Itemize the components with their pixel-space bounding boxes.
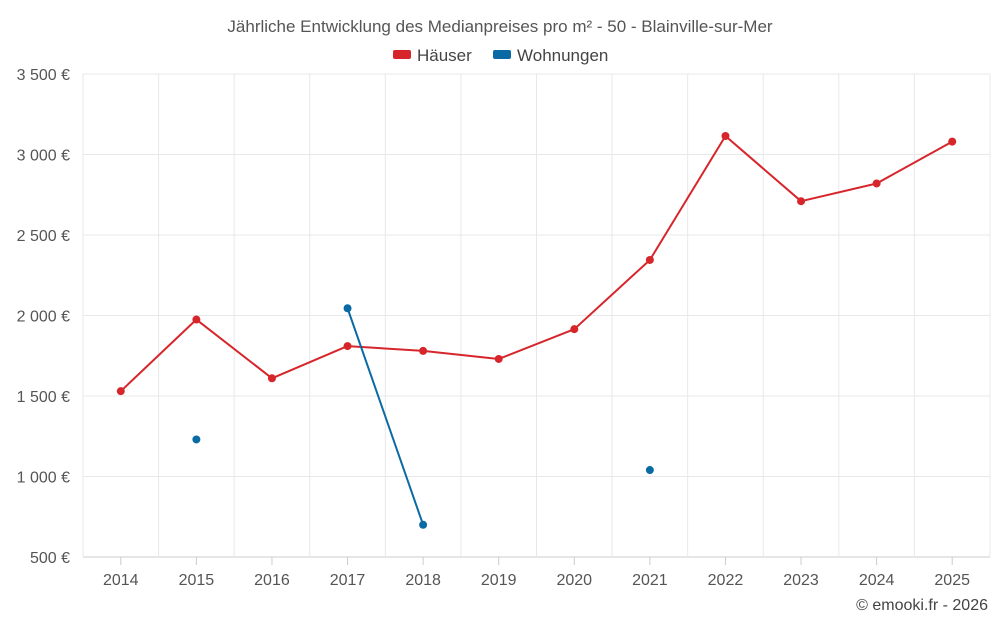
x-tick-label: 2020 <box>556 572 592 589</box>
data-point <box>570 325 579 334</box>
data-point <box>948 137 957 146</box>
legend-label: Häuser <box>417 46 472 65</box>
y-tick-label: 1 500 € <box>17 389 70 406</box>
series-line <box>346 307 425 526</box>
data-point <box>797 197 806 206</box>
x-tick-label: 2015 <box>179 572 215 589</box>
x-tick-label: 2023 <box>783 572 819 589</box>
series-wohnungen <box>192 304 654 529</box>
grid <box>82 73 991 558</box>
data-point <box>872 179 881 188</box>
x-tick-label: 2025 <box>934 572 970 589</box>
data-point <box>116 387 125 396</box>
data-point <box>267 374 276 383</box>
data-point <box>645 255 654 264</box>
x-tick-label: 2014 <box>103 572 139 589</box>
x-axis: 2014 2015 2016 2017 2018 2019 2020 2021 2022 2023… <box>103 557 970 589</box>
x-tick-label: 2021 <box>632 572 668 589</box>
series-group <box>116 131 957 529</box>
x-tick-label: 2019 <box>481 572 517 589</box>
y-tick-label: 2 500 € <box>17 228 70 245</box>
chart-title: Jährliche Entwicklung des Medianpreises … <box>227 17 772 36</box>
series-line <box>120 134 953 392</box>
legend-swatch <box>393 50 411 59</box>
y-axis: 500 € 1 000 € 1 500 € 2 000 € 2 500 € 3 000 €… <box>17 67 70 567</box>
legend-label: Wohnungen <box>517 46 608 65</box>
x-tick-label: 2022 <box>708 572 744 589</box>
x-tick-label: 2017 <box>330 572 366 589</box>
data-point <box>192 435 201 444</box>
x-tick-label: 2016 <box>254 572 290 589</box>
data-point <box>419 346 428 355</box>
y-tick-label: 500 € <box>30 550 70 567</box>
data-point <box>192 315 201 324</box>
data-point <box>419 520 428 529</box>
data-point <box>343 342 352 351</box>
y-tick-label: 2 000 € <box>17 309 70 326</box>
y-tick-label: 3 500 € <box>17 67 70 84</box>
series-häuser <box>116 131 957 396</box>
data-point <box>645 466 654 475</box>
data-point <box>721 131 730 140</box>
legend: Häuser Wohnungen <box>393 46 608 65</box>
x-tick-label: 2024 <box>859 572 895 589</box>
legend-swatch <box>493 50 511 59</box>
credit-label: © emooki.fr - 2026 <box>856 597 988 614</box>
data-point <box>343 304 352 313</box>
data-point <box>494 354 503 363</box>
y-tick-label: 3 000 € <box>17 148 70 165</box>
x-tick-label: 2018 <box>405 572 441 589</box>
y-tick-label: 1 000 € <box>17 470 70 487</box>
